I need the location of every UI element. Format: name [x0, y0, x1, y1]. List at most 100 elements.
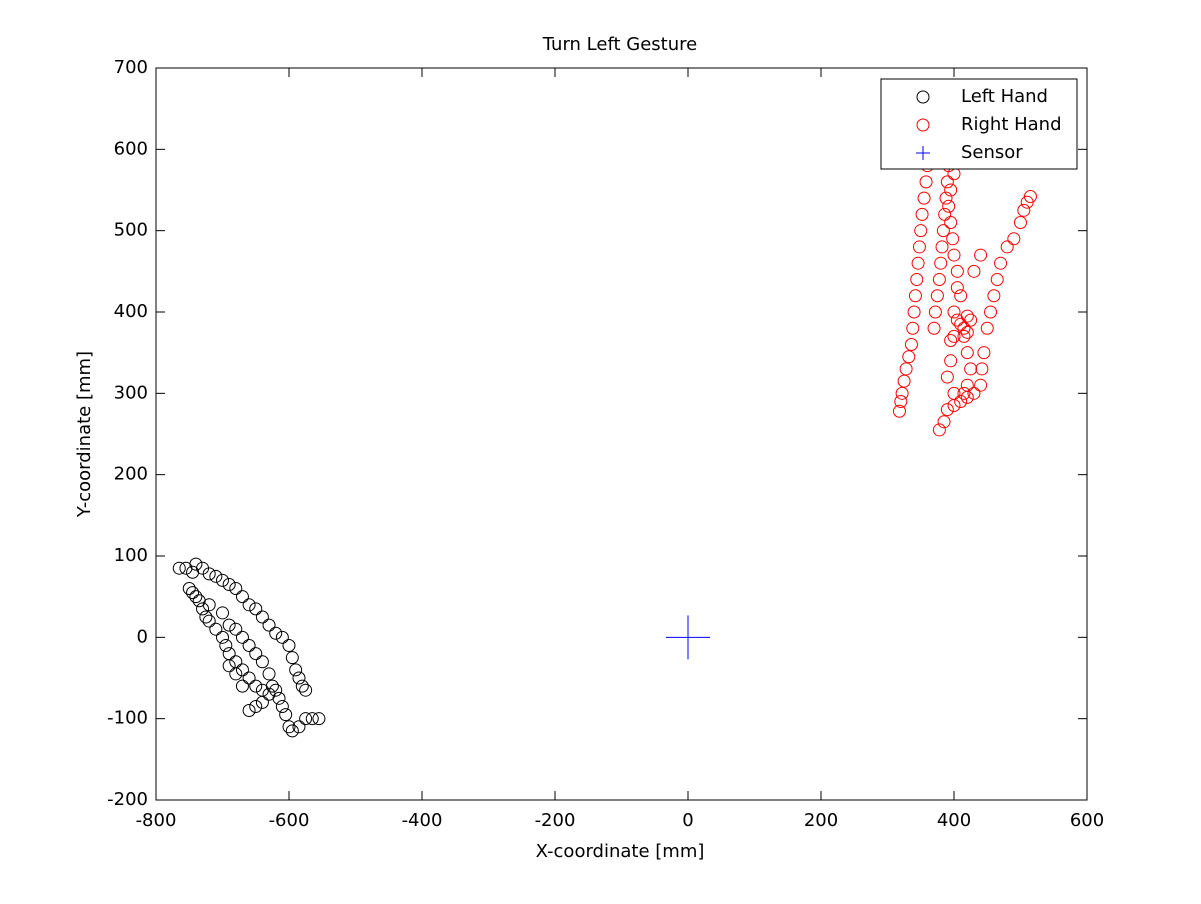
- marker-circle: [202, 598, 216, 612]
- marker-circle: [932, 272, 946, 286]
- marker-circle: [906, 321, 920, 335]
- marker-circle: [960, 309, 974, 323]
- marker-circle: [919, 175, 933, 189]
- marker-circle: [897, 374, 911, 388]
- marker-circle: [944, 183, 958, 197]
- marker-circle: [940, 175, 954, 189]
- legend-marker: [916, 118, 930, 132]
- marker-circle: [960, 346, 974, 360]
- x-tick-label: 0: [682, 810, 693, 831]
- marker-circle: [285, 724, 299, 738]
- marker-circle: [216, 573, 229, 587]
- marker-circle: [289, 663, 303, 677]
- marker-circle: [910, 272, 924, 286]
- marker-circle: [242, 638, 256, 652]
- marker-circle: [899, 362, 913, 376]
- marker-circle: [249, 699, 263, 713]
- marker-circle: [209, 622, 223, 636]
- marker-circle: [944, 354, 958, 368]
- y-tick-label: 700: [114, 57, 148, 78]
- y-tick-label: 0: [137, 626, 148, 647]
- marker-circle: [914, 224, 928, 238]
- marker-circle: [299, 683, 313, 697]
- x-axis-label: X-coordinate [mm]: [536, 841, 705, 862]
- marker-circle: [928, 305, 942, 319]
- marker-circle: [282, 720, 296, 734]
- marker-circle: [242, 704, 256, 718]
- x-tick-label: 400: [937, 810, 971, 831]
- marker-circle: [292, 720, 306, 734]
- marker-circle: [199, 610, 213, 624]
- marker-circle: [189, 557, 203, 571]
- marker-circle: [292, 671, 306, 685]
- marker-circle: [279, 708, 293, 722]
- marker-circle: [950, 264, 964, 278]
- marker-circle: [299, 712, 313, 726]
- marker-circle: [935, 240, 949, 254]
- marker-circle: [229, 622, 243, 636]
- marker-circle: [984, 305, 998, 319]
- marker-circle: [942, 199, 956, 213]
- marker-circle: [917, 191, 931, 205]
- marker-circle: [249, 602, 263, 616]
- marker-circle: [235, 663, 249, 677]
- marker-circle: [975, 362, 989, 376]
- marker-circle: [974, 378, 988, 392]
- marker-circle: [242, 671, 256, 685]
- marker-circle: [219, 638, 233, 652]
- y-tick-label: 500: [114, 220, 148, 241]
- marker-circle: [967, 264, 981, 278]
- legend-marker: [916, 90, 930, 104]
- marker-circle: [964, 313, 978, 327]
- marker-circle: [1007, 232, 1021, 246]
- marker-circle: [954, 289, 968, 303]
- marker-circle: [172, 561, 186, 575]
- marker-circle: [1023, 190, 1037, 204]
- marker-circle: [275, 630, 289, 644]
- marker-circle: [947, 248, 961, 262]
- marker-circle: [977, 346, 991, 360]
- marker-circle: [940, 370, 954, 384]
- marker-circle: [216, 606, 229, 620]
- marker-circle: [894, 394, 908, 408]
- marker-circle: [957, 329, 971, 343]
- marker-circle: [937, 415, 951, 429]
- marker-circle: [904, 338, 918, 352]
- y-tick-label: 300: [114, 382, 148, 403]
- marker-circle: [305, 712, 319, 726]
- marker-circle: [934, 256, 948, 270]
- legend-box: [880, 78, 1078, 170]
- marker-circle: [222, 577, 236, 591]
- x-tick-label: -200: [535, 810, 576, 831]
- marker-circle: [974, 248, 988, 262]
- marker-circle: [954, 394, 968, 408]
- marker-circle: [242, 598, 256, 612]
- marker-circle: [990, 272, 1004, 286]
- x-tick-label: -600: [269, 810, 310, 831]
- marker-circle: [202, 567, 216, 581]
- marker-circle: [269, 626, 283, 640]
- marker-circle: [994, 256, 1008, 270]
- marker-circle: [927, 321, 941, 335]
- marker-circle: [272, 691, 286, 705]
- marker-circle: [189, 590, 203, 604]
- marker-circle: [285, 651, 299, 665]
- marker-circle: [939, 191, 953, 205]
- marker-circle: [947, 386, 961, 400]
- marker-circle: [255, 610, 269, 624]
- x-tick-label: -800: [136, 810, 177, 831]
- marker-circle: [249, 647, 263, 661]
- marker-circle: [892, 404, 906, 418]
- chart-title: Turn Left Gesture: [542, 34, 697, 55]
- marker-circle: [1000, 240, 1014, 254]
- marker-circle: [186, 586, 200, 600]
- marker-circle: [902, 350, 916, 364]
- y-tick-label: 200: [114, 464, 148, 485]
- marker-circle: [964, 362, 978, 376]
- marker-circle: [269, 683, 283, 697]
- marker-circle: [235, 679, 249, 693]
- marker-circle: [222, 659, 236, 673]
- marker-circle: [940, 403, 954, 417]
- marker-circle: [980, 321, 994, 335]
- marker-circle: [947, 305, 961, 319]
